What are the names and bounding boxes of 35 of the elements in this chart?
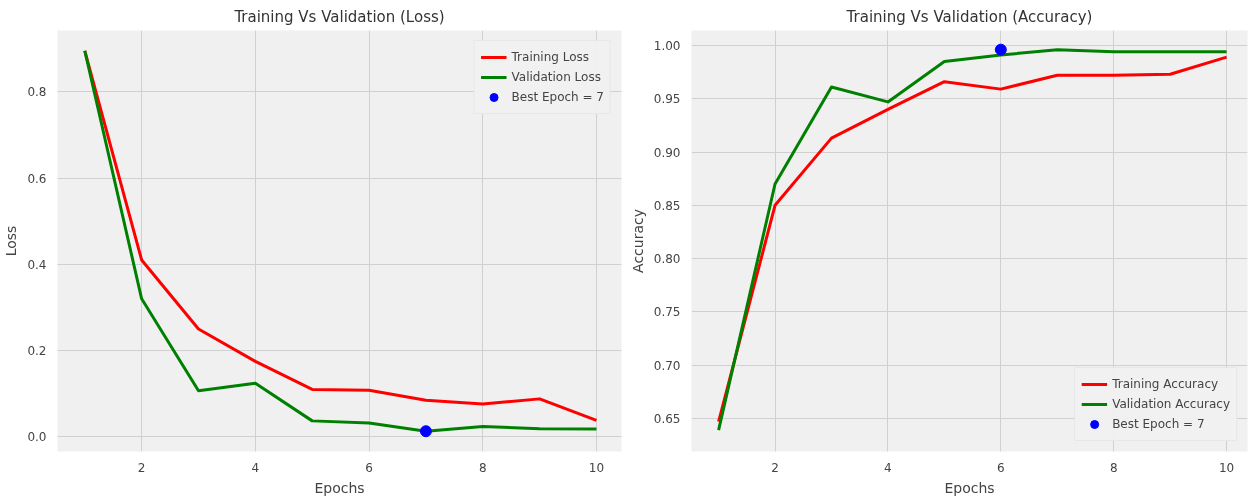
- x-tick-label: 8: [1109, 460, 1118, 475]
- y-axis-title: Loss: [3, 225, 20, 257]
- y-tick-label: 0.4: [27, 257, 47, 272]
- y-tick-label: 0.85: [653, 198, 681, 213]
- x-tick-label: 4: [251, 460, 260, 475]
- chart-title: Training Vs Validation (Loss): [233, 7, 445, 26]
- legend-label: Validation Accuracy: [1112, 397, 1230, 411]
- y-tick-label: 0.95: [653, 92, 681, 107]
- x-tick-label: 2: [771, 460, 779, 475]
- y-tick-label: 1.00: [653, 38, 681, 53]
- y-tick-label: 0.8: [27, 85, 47, 100]
- x-tick-label: 10: [588, 460, 605, 475]
- x-axis-title: Epochs: [944, 479, 995, 496]
- legend-label: Validation Loss: [511, 70, 601, 84]
- y-tick-label: 0.90: [653, 145, 681, 160]
- legend-label: Best Epoch = 7: [511, 90, 604, 104]
- x-tick-label: 4: [884, 460, 892, 475]
- y-tick-label: 0.80: [653, 252, 681, 267]
- y-tick-label: 0.75: [653, 305, 681, 320]
- y-tick-label: 0.0: [27, 430, 47, 445]
- y-axis-title: Accuracy: [629, 209, 646, 273]
- x-axis-title: Epochs: [314, 479, 365, 496]
- y-tick-label: 0.2: [27, 344, 47, 359]
- x-tick-label: 6: [997, 460, 1005, 475]
- legend-label: Training Loss: [511, 50, 590, 64]
- legend-label: Training Accuracy: [1112, 377, 1219, 391]
- x-tick-label: 2: [137, 460, 146, 475]
- y-tick-label: 0.65: [653, 411, 681, 426]
- legend-label: Best Epoch = 7: [1112, 417, 1205, 431]
- x-tick-label: 10: [1218, 460, 1235, 475]
- x-tick-label: 6: [365, 460, 373, 475]
- y-tick-label: 0.70: [653, 358, 681, 373]
- y-tick-label: 0.6: [27, 171, 47, 186]
- chart-title: Training Vs Validation (Accuracy): [845, 7, 1093, 26]
- x-tick-label: 8: [478, 460, 487, 475]
